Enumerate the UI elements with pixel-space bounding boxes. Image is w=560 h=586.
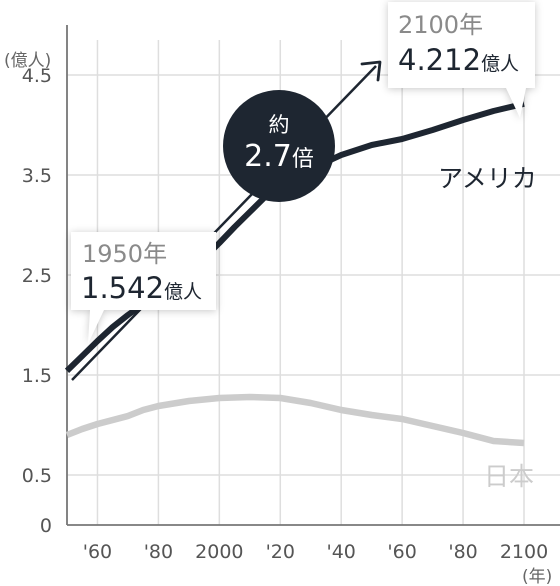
ratio-badge-circle — [223, 90, 335, 202]
x-tick-label: '80 — [144, 541, 173, 563]
callout-1950-unit: 億人 — [164, 281, 202, 303]
x-tick-label: 2000 — [195, 541, 243, 563]
x-tick-label: '20 — [266, 541, 295, 563]
y-tick-label: 1.5 — [22, 365, 52, 387]
callout-2100-value: 4.212 — [398, 43, 481, 77]
y-tick-label: 4.5 — [22, 65, 52, 87]
series-label-usa: アメリカ — [438, 164, 537, 193]
callout-2100-year: 2100年 — [398, 11, 483, 39]
x-tick-label: 2100 — [500, 541, 548, 563]
callout-2100: 2100年 4.212億人 — [388, 2, 535, 118]
callout-1950-box — [71, 232, 216, 344]
growth-arrow — [71, 60, 382, 381]
callout-1950: 1950年 1.542億人 — [71, 232, 216, 344]
y-tick-label: 3.5 — [22, 165, 52, 187]
callout-2100-box — [388, 2, 535, 118]
x-tick-label: '60 — [83, 541, 112, 563]
callout-1950-value-line: 1.542億人 — [81, 271, 202, 305]
callout-2100-value-line: 4.212億人 — [398, 43, 519, 77]
ratio-prefix: 約 — [269, 113, 290, 137]
y-tick-labels: 0 0.5 1.5 2.5 3.5 4.5 — [22, 65, 52, 537]
series-line-japan — [65, 393, 525, 447]
ratio-unit: 倍 — [292, 147, 314, 172]
x-unit-label: (年) — [522, 567, 552, 586]
ratio-value-line: 2.7倍 — [244, 139, 314, 174]
x-tick-label: '40 — [326, 541, 355, 563]
y-tick-label: 0 — [40, 515, 52, 537]
ratio-badge: 約 2.7倍 — [223, 90, 335, 202]
callout-1950-value: 1.542 — [81, 271, 164, 305]
axes — [66, 25, 560, 526]
callout-2100-unit: 億人 — [481, 53, 519, 75]
x-tick-label: '80 — [448, 541, 477, 563]
y-tick-label: 0.5 — [22, 465, 52, 487]
x-tick-label: '60 — [387, 541, 416, 563]
arrowhead-icon — [360, 60, 382, 82]
series-label-japan: 日本 — [484, 462, 534, 491]
y-tick-label: 2.5 — [22, 265, 52, 287]
x-tick-labels: '60 '80 2000 '20 '40 '60 '80 2100 — [83, 541, 548, 563]
ratio-value: 2.7 — [244, 139, 292, 174]
series-lines — [64, 100, 525, 447]
series-line-usa — [64, 100, 525, 373]
growth-arrow-shaft — [71, 65, 377, 381]
y-unit-label: (億人) — [4, 51, 51, 71]
callout-1950-year: 1950年 — [82, 240, 167, 268]
